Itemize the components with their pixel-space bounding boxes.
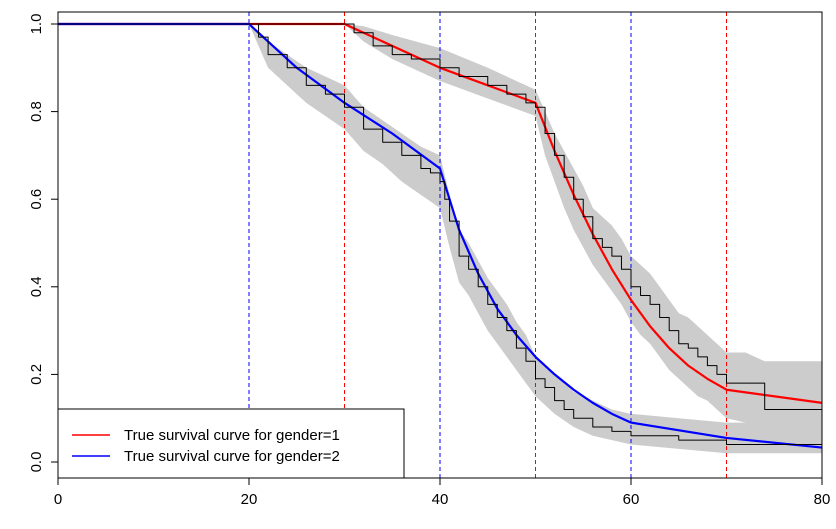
y-tick-label: 0.2 [28, 364, 45, 385]
x-tick-label: 60 [623, 491, 640, 508]
km-step-curve-2 [58, 23, 822, 445]
y-axis: 0.0 0.2 0.4 0.6 0.8 1.0 [28, 14, 58, 473]
y-tick-label: 1.0 [28, 14, 45, 35]
confidence-band-2 [249, 24, 822, 454]
x-axis: 0 20 40 60 80 [54, 478, 831, 508]
x-tick-label: 80 [814, 491, 831, 508]
x-tick-label: 0 [54, 491, 62, 508]
confidence-band-1 [344, 24, 822, 432]
km-step-curve-1 [58, 23, 822, 410]
y-tick-label: 0.0 [28, 452, 45, 473]
reference-lines [248, 12, 727, 478]
legend: True survival curve for gender=1 True sur… [57, 408, 405, 479]
series-lines [58, 22, 823, 449]
y-tick-label: 0.6 [28, 189, 45, 210]
y-tick-label: 0.8 [28, 101, 45, 122]
x-tick-label: 40 [432, 491, 449, 508]
y-tick-label: 0.4 [28, 276, 45, 297]
x-tick-label: 20 [241, 491, 258, 508]
legend-box [57, 408, 405, 479]
confidence-bands [249, 24, 822, 454]
legend-label: True survival curve for gender=2 [124, 448, 340, 465]
legend-label: True survival curve for gender=1 [124, 427, 340, 444]
